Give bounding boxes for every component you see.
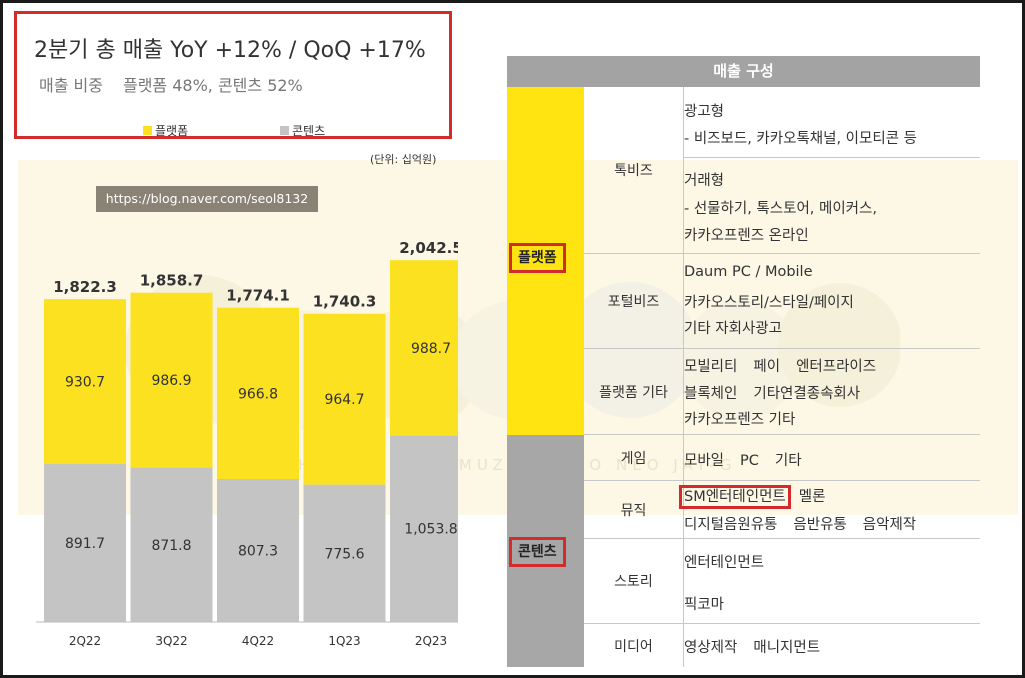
- data-label-platform-3Q22: 986.9: [151, 373, 191, 389]
- detail-line: 카카오스토리/스타일/페이지: [684, 295, 854, 311]
- legend-label-platform: 플랫폼: [155, 124, 189, 138]
- bar-content-2Q23: [390, 435, 458, 622]
- detail-line: 블록체인 기타연결종속회사: [684, 386, 861, 402]
- bar-platform-2Q23: [390, 260, 458, 436]
- bar-platform-2Q22: [44, 299, 126, 465]
- data-label-content-2Q22: 891.7: [65, 536, 105, 552]
- bar-platform-3Q22: [130, 292, 213, 468]
- data-label-total-3Q22: 1,858.7: [140, 272, 204, 290]
- detail-platform-etc: 모빌리티 페이 엔터프라이즈 블록체인 기타연결종속회사 카카오프렌즈 기타: [684, 349, 980, 435]
- legend-swatch-platform: [143, 126, 152, 135]
- detail-line: 디지털음원유통 음반유통 음악제작: [684, 517, 917, 533]
- category-platform: 플랫폼: [507, 87, 584, 435]
- detail-line: SM엔터테인먼트 멜론: [679, 485, 825, 509]
- detail-line: - 비즈보드, 카카오톡채널, 이모티콘 등: [684, 131, 917, 147]
- data-label-total-4Q22: 1,774.1: [226, 287, 290, 305]
- sub-talkbiz: 톡비즈: [584, 87, 684, 254]
- detail-line: 광고형: [684, 104, 725, 120]
- revenue-share-line: 매출 비중 플랫폼 48%, 콘텐츠 52%: [39, 72, 303, 96]
- x-tick-label-3Q22: 3Q22: [155, 634, 187, 648]
- detail-game: 모바일 PC 기타: [684, 435, 980, 481]
- unit-label: (단위: 십억원): [370, 153, 437, 166]
- bar-content-4Q22: [217, 478, 299, 622]
- detail-line: 모바일 PC 기타: [684, 453, 802, 469]
- bar-content-1Q23: [303, 484, 386, 622]
- detail-line: - 선물하기, 톡스토어, 메이커스,: [684, 201, 877, 217]
- legend-content: 콘텐츠: [280, 122, 325, 139]
- legend-swatch-content: [280, 126, 289, 135]
- data-label-content-1Q23: 775.6: [324, 546, 364, 562]
- detail-story: 엔터테인먼트 픽코마: [684, 539, 980, 624]
- x-tick-label-4Q22: 4Q22: [242, 634, 274, 648]
- sub-media: 미디어: [584, 624, 684, 667]
- data-label-total-1Q23: 1,740.3: [313, 293, 377, 311]
- x-tick-label-1Q23: 1Q23: [328, 634, 360, 648]
- data-label-platform-2Q22: 930.7: [65, 375, 105, 391]
- bar-content-2Q22: [44, 464, 126, 622]
- category-label-platform: 플랫폼: [509, 243, 566, 273]
- sub-game: 게임: [584, 435, 684, 481]
- sub-story: 스토리: [584, 539, 684, 624]
- detail-line: 거래형: [684, 173, 725, 189]
- data-label-platform-4Q22: 966.8: [238, 386, 278, 402]
- headline: 2분기 총 매출 YoY +12% / QoQ +17%: [34, 38, 426, 63]
- legend-platform: 플랫폼: [143, 122, 188, 139]
- detail-line: Daum PC / Mobile: [684, 264, 813, 280]
- watermark-url: https://blog.naver.com/seol8132: [96, 186, 318, 212]
- x-tick-label-2Q22: 2Q22: [69, 634, 101, 648]
- detail-line: 엔터테인먼트: [684, 555, 765, 571]
- detail-talkbiz-commerce: 거래형 - 선물하기, 톡스토어, 메이커스, 카카오프렌즈 온라인: [684, 158, 980, 254]
- data-label-platform-1Q23: 964.7: [324, 392, 364, 408]
- sm-entertainment-highlight: SM엔터테인먼트: [679, 485, 791, 509]
- revenue-stacked-bar-chart: 891.7 930.7 1,822.3 2Q22 871.8 986.9 1,858.7 3Q…: [36, 239, 458, 648]
- data-label-content-3Q22: 871.8: [151, 538, 191, 554]
- revenue-share-label: 매출 비중: [39, 76, 103, 95]
- detail-line: 픽코마: [684, 597, 725, 613]
- bar-platform-4Q22: [217, 307, 299, 479]
- table-header: 매출 구성: [507, 56, 980, 87]
- category-label-content: 콘텐츠: [509, 537, 566, 567]
- detail-line: 카카오프렌즈 기타: [684, 412, 796, 428]
- category-content: 콘텐츠: [507, 435, 584, 667]
- sub-music: 뮤직: [584, 481, 684, 539]
- revenue-share-value: 플랫폼 48%, 콘텐츠 52%: [122, 76, 303, 95]
- data-label-platform-2Q23: 988.7: [411, 341, 451, 357]
- bar-platform-1Q23: [303, 313, 386, 485]
- data-label-content-4Q22: 807.3: [238, 543, 278, 559]
- bar-content-3Q22: [130, 467, 213, 622]
- sub-portalbiz: 포털비즈: [584, 254, 684, 349]
- data-label-total-2Q23: 2,042.5: [399, 239, 458, 257]
- detail-music: SM엔터테인먼트 멜론 디지털음원유통 음반유통 음악제작: [679, 481, 980, 539]
- headline-highlight-box: [14, 11, 452, 139]
- detail-media: 영상제작 매니지먼트: [684, 624, 980, 667]
- detail-talkbiz-ads: 광고형 - 비즈보드, 카카오톡채널, 이모티콘 등: [684, 87, 980, 158]
- revenue-composition-table: 매출 구성 플랫폼 콘텐츠 톡비즈 광고형 - 비즈보드, 카카오톡채널, 이모…: [507, 56, 980, 667]
- detail-line: 영상제작 매니지먼트: [684, 640, 821, 656]
- legend-label-content: 콘텐츠: [292, 124, 326, 138]
- sub-platform-etc: 플랫폼 기타: [584, 349, 684, 435]
- detail-line: 모빌리티 페이 엔터프라이즈: [684, 359, 877, 375]
- data-label-total-2Q22: 1,822.3: [53, 278, 117, 296]
- data-label-content-2Q23: 1,053.8: [404, 522, 457, 538]
- x-tick-label-2Q23: 2Q23: [415, 634, 447, 648]
- detail-line: 기타 자회사광고: [684, 321, 782, 337]
- detail-line: 카카오프렌즈 온라인: [684, 228, 809, 244]
- detail-portalbiz: Daum PC / Mobile 카카오스토리/스타일/페이지 기타 자회사광고: [684, 254, 980, 349]
